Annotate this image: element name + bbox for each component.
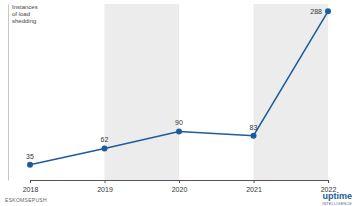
x-tick-label: 2019 [97,186,113,193]
point [27,162,33,168]
x-tick-mark [254,180,255,183]
line [30,11,328,165]
x-tick-label: 2020 [172,186,188,193]
data-label: 288 [310,8,322,15]
data-label: 83 [250,124,258,131]
x-tick: 2019 [97,180,113,193]
x-tick-label: 2018 [23,186,39,193]
bands [105,4,329,180]
chart: 2018201920202021202235629083288Instances… [0,0,358,206]
data-label: 62 [101,136,109,143]
logo-tagline: INTELLIGENCE [322,202,352,206]
x-axis: 20182019202020212022 [23,180,337,193]
x-tick: 2021 [246,180,262,193]
y-axis-line [8,5,9,181]
source: ESKOMSEPUSH [5,197,47,203]
logo-name: uptime [322,191,352,201]
data-label: 35 [26,153,34,160]
data-label: 90 [175,119,183,126]
plot-area [27,8,331,168]
point [176,128,182,134]
x-tick-mark [328,180,329,183]
data-labels: 35 62 90 83 288 [26,8,322,160]
x-tick-mark [105,180,106,183]
y-axis [8,5,9,181]
x-tick-label: 2021 [246,186,262,193]
x-tick-mark [179,180,180,183]
title: Instancesof loadshedding [12,4,38,24]
band [105,4,180,180]
x-tick: 2020 [172,180,188,193]
point [102,145,108,151]
point [325,8,331,14]
x-tick-mark [30,180,31,183]
point [251,133,257,139]
x-tick: 2018 [23,180,39,193]
